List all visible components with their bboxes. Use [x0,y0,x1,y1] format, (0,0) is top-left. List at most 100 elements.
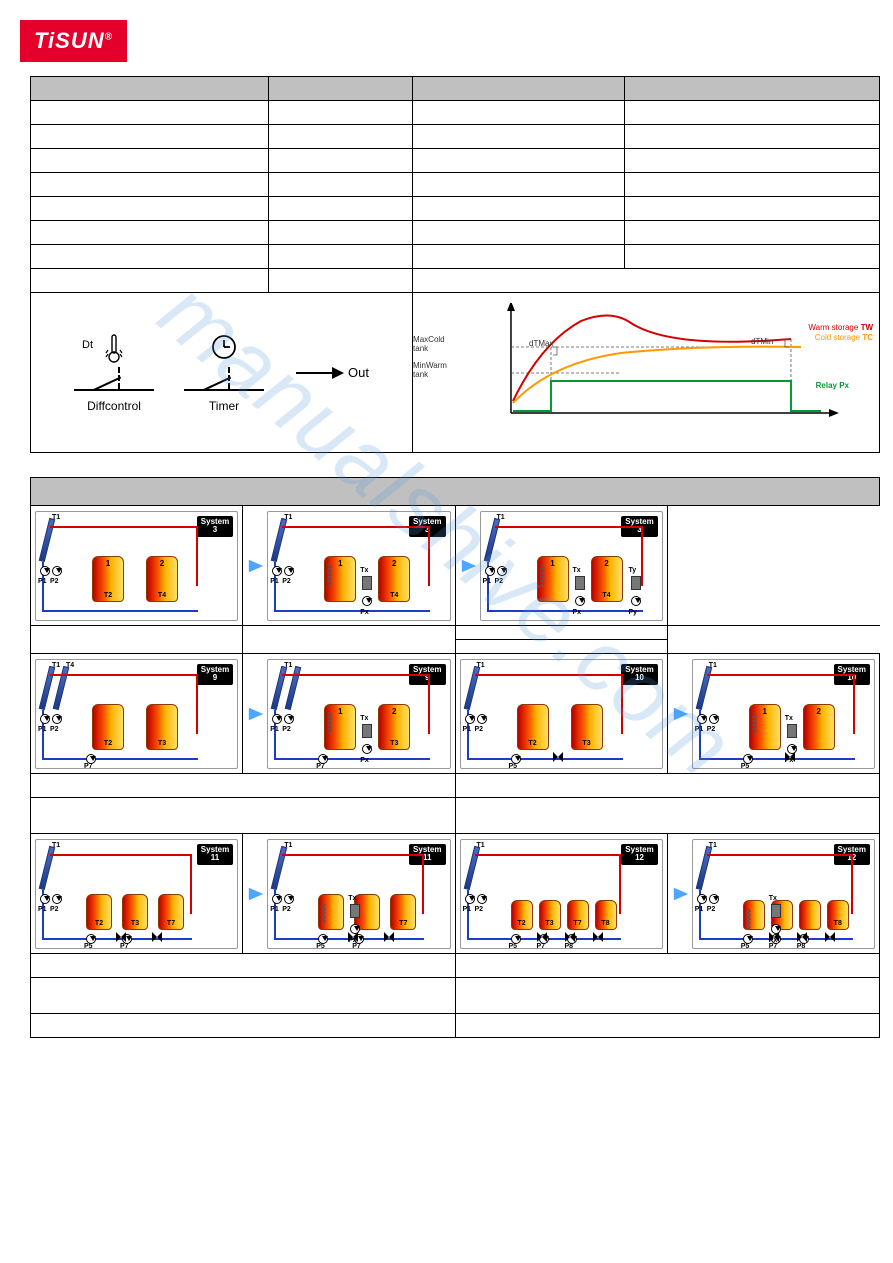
collector-icon [39,845,55,889]
pump-icon [362,744,372,754]
hot-pipe [282,854,424,856]
exchanger-label: Tx [360,567,368,574]
pump-label: P2 [475,726,484,733]
valve-icon [769,932,779,942]
storage-tank: T2 [517,704,549,750]
systems-row-1: System3T11T22T4P1P2 System3T112T4P1P2TxP… [31,506,880,626]
valve-icon [785,752,795,762]
hot-pipe [853,674,855,734]
exchanger-label: Tx [573,567,581,574]
diffcontrol-diagram: Dt Diffcontrol [31,293,412,452]
pump-label: P7 [84,763,93,769]
hot-pipe [422,854,424,914]
table-row [31,626,880,640]
system-badge: System3 [197,516,233,538]
pump-label: Px [360,609,369,616]
pump-icon [272,894,282,904]
hot-pipe [428,526,430,586]
valve-icon [593,932,603,942]
pump-label: P7 [120,943,129,949]
table-row [31,978,880,1014]
system-badge: System11 [197,844,233,866]
pump-label: P5 [741,763,750,769]
pump-label: P2 [50,578,59,585]
system-cell: System10T1T2T3P1P2P5 [455,654,667,774]
table-row [31,173,880,197]
pump-icon [272,714,282,724]
system-cell: System11T1T2T3T7P1P2P5P7 [31,834,243,954]
table-row [31,774,880,798]
pump-label: P2 [282,906,291,913]
pump-label: P2 [475,906,484,913]
table-row [31,149,880,173]
pump-icon [465,714,475,724]
heat-exchanger-coil-icon [752,711,760,735]
output-arrow: Out [294,363,369,383]
timer-switch: Timer [184,333,264,413]
table-row [31,101,880,125]
collector-icon [696,845,712,889]
exchanger-label: Tx [360,715,368,722]
hot-pipe [190,854,192,914]
valve-icon [537,932,547,942]
valve-icon [384,932,394,942]
page: TiSUN® Dt [0,0,893,1058]
pump-label: P5 [316,943,325,949]
dtmin-label: dTMin [751,337,773,346]
minwarm-label: MinWarmtank [413,361,447,379]
pump-icon [284,894,294,904]
arrow-right-icon [247,885,265,903]
pump-icon [709,714,719,724]
exchanger-label: Ty [629,567,637,574]
storage-tank: T7 [567,900,589,930]
collector-icon [39,517,55,561]
storage-tank: T2 [92,704,124,750]
pump-icon [477,894,487,904]
hot-pipe [428,674,430,734]
pump-icon [485,566,495,576]
storage-tank: 2T3 [378,704,410,750]
clock-icon [210,333,238,363]
table-row [31,954,880,978]
pump-label: P2 [495,578,504,585]
pump-label: P1 [270,578,279,585]
storage-tank: T2 [511,900,533,930]
cold-pipe [274,758,430,760]
hot-pipe [495,526,643,528]
pump-icon [52,714,62,724]
valve-icon [348,932,358,942]
storage-tank: T3 [122,894,148,930]
pump-icon [497,566,507,576]
storage-tank: 1 [324,704,356,750]
switch-line [184,367,264,391]
storage-tank: T3 [146,704,178,750]
heat-exchanger-icon [787,724,797,738]
system-cell: System12T1T8P1P2P5P7P8TxPx [667,834,879,954]
pump-label: P1 [38,578,47,585]
heat-exchanger-icon [575,576,585,590]
table-row [31,221,880,245]
pump-icon [52,894,62,904]
out-label: Out [348,365,369,380]
system-cell: System10T112P1P2P5TxPx [667,654,879,774]
system-badge: System10 [621,664,657,686]
pump-label: P1 [695,726,704,733]
dt-label: Dt [82,339,93,351]
pump-label: P1 [38,906,47,913]
storage-tank: 1 [537,556,569,602]
cold-pipe [274,610,430,612]
hot-pipe [50,674,198,676]
pump-icon [575,596,585,606]
valve-icon [825,932,835,942]
storage-tank [799,900,821,930]
pump-icon [465,894,475,904]
table-header-row [31,77,880,101]
arrow-right-icon [672,885,690,903]
thermometer-icon: Dt [102,333,126,363]
hot-pipe [50,526,198,528]
cold-pipe [487,610,643,612]
storage-tank: 2 [803,704,835,750]
pump-icon [631,596,641,606]
heat-exchanger-coil-icon [746,907,754,931]
hot-pipe [641,526,643,586]
